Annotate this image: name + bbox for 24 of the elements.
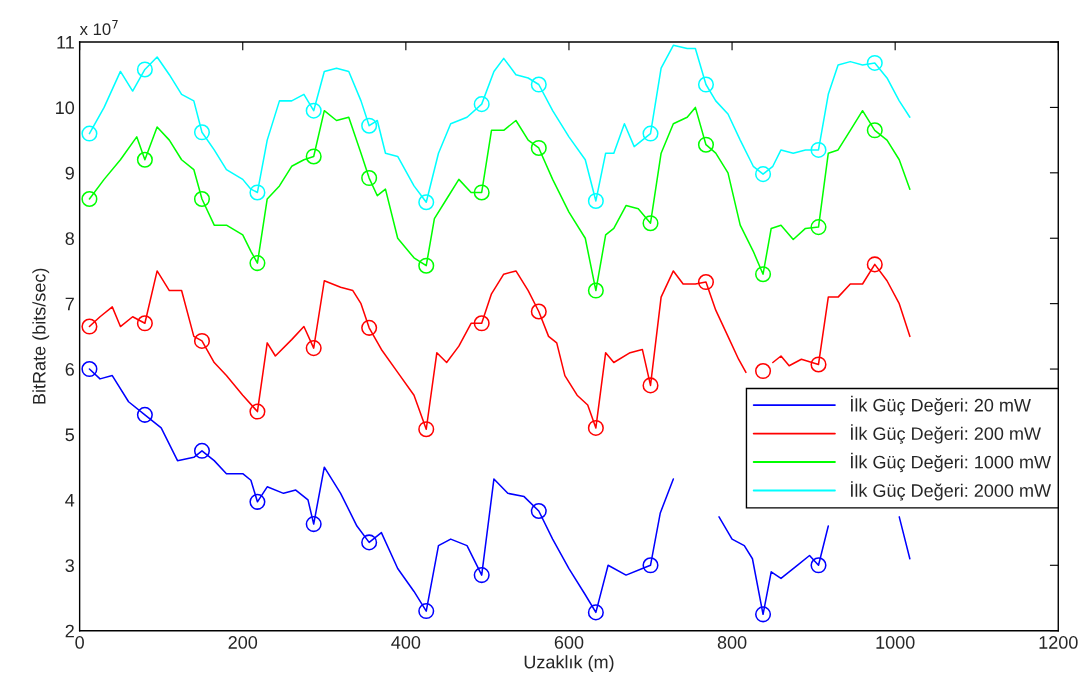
y-tick-label: 6 xyxy=(65,362,74,376)
y-tick-label: 10 xyxy=(56,101,75,115)
y-tick-label: 4 xyxy=(65,494,75,507)
y-tick-label: 11 xyxy=(57,36,74,49)
x-tick-label: 0 xyxy=(75,636,84,649)
x-tick-label: 800 xyxy=(717,636,747,649)
y-axis-title: BitRate (bits/sec) xyxy=(32,268,50,404)
y-tick-label: 3 xyxy=(65,559,74,573)
y-tick-label: 9 xyxy=(65,166,74,180)
y-tick-label: 5 xyxy=(65,428,75,442)
x-tick-label: 400 xyxy=(391,636,421,649)
legend-label: İlk Güç Değeri: 1000 mW xyxy=(851,452,1051,473)
x-axis-title: Uzaklık (m) xyxy=(524,655,614,672)
y-tick-label: 8 xyxy=(65,232,74,245)
y-tick-label: 2 xyxy=(65,624,74,638)
legend-label: İlk Güç Değeri: 20 mW xyxy=(851,395,1031,416)
x-tick-label: 600 xyxy=(554,636,584,649)
y-tick-label: 7 xyxy=(65,297,74,311)
legend-label: İlk Güç Değeri: 2000 mW xyxy=(851,481,1051,501)
x-tick-label: 1200 xyxy=(1039,636,1078,649)
legend-label: İlk Güç Değeri: 200 mW xyxy=(851,424,1041,444)
x-tick-label: 1000 xyxy=(876,636,915,649)
text: x 10$^{7}$ xyxy=(79,20,118,36)
x-tick-label: 200 xyxy=(228,636,258,649)
